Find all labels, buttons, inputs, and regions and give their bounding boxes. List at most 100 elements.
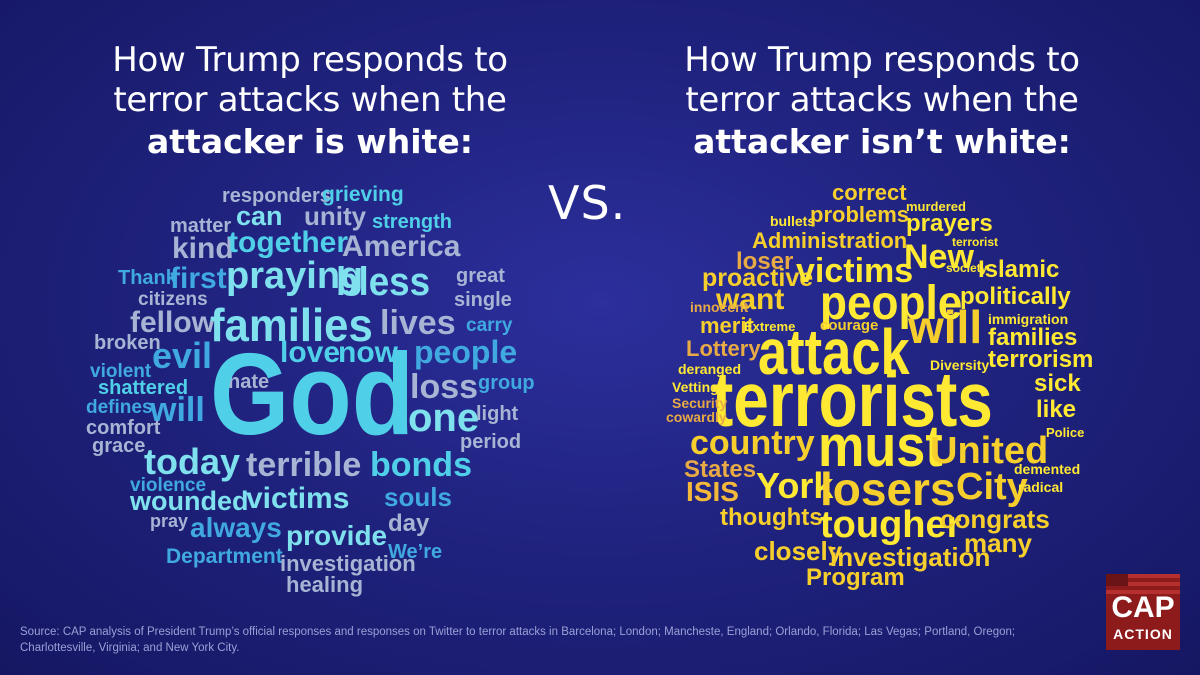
left-cloud-word: carry — [466, 315, 513, 336]
left-cloud-word: terrible — [246, 446, 362, 484]
right-cloud-word: courage — [820, 317, 879, 334]
left-cloud-word: strength — [372, 211, 452, 233]
left-cloud-word: people — [414, 334, 518, 370]
right-cloud-word: Program — [806, 564, 905, 591]
right-cloud-word: York — [756, 465, 834, 506]
left-cloud-word: Thank — [118, 267, 177, 289]
right-cloud-word: immigration — [988, 311, 1069, 327]
right-cloud-word: closely — [754, 536, 843, 566]
right-cloud-word: cowardly — [666, 409, 727, 425]
left-cloud-word: hate — [228, 371, 270, 393]
logo-line1: CAP — [1111, 591, 1175, 624]
right-cloud-word: proactive — [702, 264, 814, 292]
left-cloud-word: shattered — [98, 377, 189, 399]
left-cloud-word: grace — [92, 435, 146, 457]
left-cloud-word: together — [228, 226, 348, 259]
right-cloud-word: country — [690, 424, 815, 462]
right-cloud-word: losers — [820, 463, 956, 515]
right-cloud-word: Islamic — [978, 256, 1060, 283]
left-cloud-word: defines — [86, 397, 153, 418]
right-cloud-word: Police — [1046, 425, 1085, 440]
left-cloud-word: praying — [226, 255, 364, 297]
left-cloud-word: comfort — [86, 417, 161, 439]
left-cloud-word: bless — [336, 260, 431, 304]
right-cloud-word: want — [716, 283, 785, 316]
logo-line2: ACTION — [1113, 626, 1173, 642]
right-cloud-word: Vetting — [672, 379, 719, 395]
heading-right-line1: How Trump responds to — [684, 40, 1080, 80]
heading-left: How Trump responds to terror attacks whe… — [50, 40, 570, 162]
left-cloud-word: broken — [94, 332, 161, 354]
right-cloud-word: will — [908, 301, 983, 353]
heading-right-emphasis: attacker isn’t white: — [693, 122, 1071, 161]
left-cloud-word: day — [388, 510, 430, 537]
left-cloud-word: victims — [246, 482, 350, 515]
right-cloud-word: like — [1036, 396, 1077, 423]
right-cloud-word: innocent — [690, 299, 749, 315]
right-cloud-word: Diversity — [930, 357, 990, 373]
right-cloud-word: people — [820, 277, 963, 330]
left-cloud-word: America — [342, 230, 461, 263]
left-cloud-word: group — [478, 372, 535, 394]
left-cloud-word: responders — [222, 185, 331, 207]
source-note: Source: CAP analysis of President Trump’… — [20, 626, 1016, 654]
heading-left-line2: terror attacks when the — [113, 80, 507, 120]
left-cloud-word: great — [456, 265, 505, 287]
left-cloud-word: violent — [90, 361, 152, 382]
left-cloud-word: violence — [130, 475, 207, 496]
left-cloud-word: provide — [286, 520, 388, 551]
left-cloud-word: pray — [150, 511, 189, 531]
right-cloud-word: Security — [672, 395, 728, 411]
left-cloud-word: evil — [152, 335, 213, 376]
right-cloud-word: prayers — [906, 210, 993, 237]
right-cloud-word: many — [964, 528, 1032, 558]
left-cloud-word: matter — [170, 215, 232, 237]
right-cloud-word: congrats — [940, 504, 1050, 534]
left-cloud-word: will — [150, 391, 205, 429]
right-cloud-word: terrorism — [988, 346, 1094, 373]
left-cloud-word: God — [210, 329, 415, 459]
cap-action-logo: CAP ACTION — [1106, 574, 1180, 650]
heading-right-line2: terror attacks when the — [685, 80, 1079, 120]
left-cloud-word: families — [210, 299, 373, 351]
right-cloud-word: terrorist — [952, 235, 999, 249]
left-cloud-word: one — [408, 396, 480, 440]
left-cloud-word: love — [280, 336, 341, 369]
right-cloud-word: States — [684, 456, 757, 483]
right-cloud-word: ISIS — [686, 476, 739, 507]
left-cloud-word: Department — [166, 545, 283, 568]
right-cloud-word: loser — [736, 248, 794, 275]
vs-label: VS. — [548, 176, 627, 230]
right-cloud-word: tougher — [820, 504, 962, 546]
right-cloud-word: Extreme — [744, 319, 796, 334]
left-cloud-word: bonds — [370, 446, 472, 484]
right-cloud-word: problems — [810, 202, 910, 227]
right-cloud-word: investigation — [830, 542, 991, 572]
right-cloud-word: deranged — [678, 361, 742, 377]
heading-left-emphasis: attacker is white: — [147, 122, 473, 161]
right-cloud-word: City — [956, 466, 1028, 508]
left-cloud-word: always — [190, 512, 282, 543]
left-cloud-word: single — [454, 289, 512, 311]
left-cloud-word: first — [170, 262, 227, 295]
left-cloud-word: light — [476, 403, 519, 425]
left-cloud-word: We’re — [388, 541, 443, 563]
flag-stripes — [1106, 574, 1180, 594]
left-cloud-word: now — [338, 336, 398, 369]
left-cloud-word: investigation — [280, 551, 416, 576]
left-cloud-word: wounded — [130, 486, 249, 516]
left-cloud-word: grieving — [322, 183, 404, 206]
right-cloud-word: bullets — [770, 213, 816, 229]
left-cloud-word: healing — [286, 572, 364, 597]
right-cloud-word: politically — [960, 283, 1071, 310]
right-cloud-word: Lottery — [686, 336, 761, 361]
right-cloud-word: attack — [758, 316, 910, 388]
heading-left-line1: How Trump responds to — [112, 40, 508, 80]
right-cloud-word: sick — [1034, 370, 1081, 397]
right-cloud-word: victims — [796, 252, 914, 290]
right-cloud-word: demented — [1014, 461, 1081, 477]
left-cloud-word: souls — [384, 482, 452, 512]
left-cloud-word: period — [460, 431, 522, 453]
right-cloud-word: thoughts — [720, 504, 823, 531]
right-cloud-word: must — [818, 414, 943, 479]
